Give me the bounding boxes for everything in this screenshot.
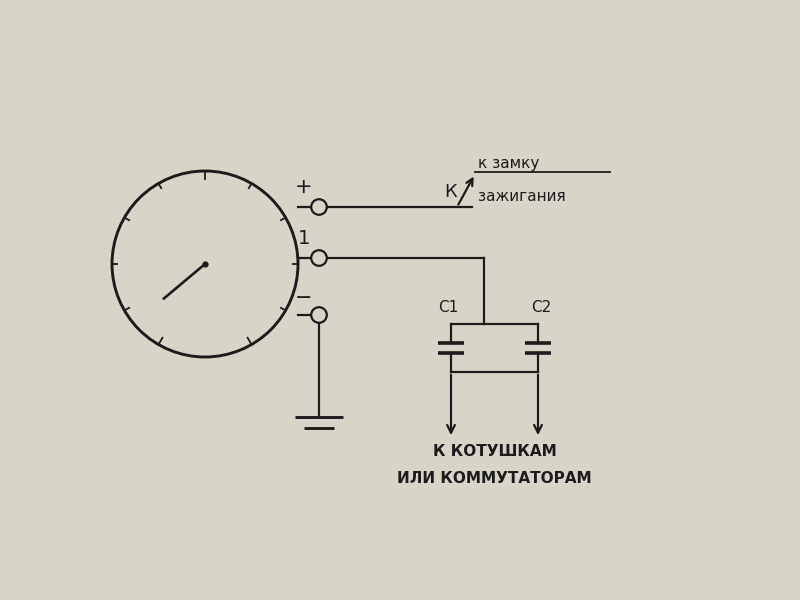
Text: +: + bbox=[295, 178, 313, 197]
Text: зажигания: зажигания bbox=[478, 189, 566, 204]
Circle shape bbox=[311, 250, 327, 266]
Text: С1: С1 bbox=[438, 300, 458, 315]
Text: ИЛИ КОММУТАТОРАМ: ИЛИ КОММУТАТОРАМ bbox=[397, 471, 592, 486]
Text: С2: С2 bbox=[531, 300, 551, 315]
Circle shape bbox=[311, 307, 327, 323]
Text: −: − bbox=[295, 288, 313, 308]
Text: К КОТУШКАМ: К КОТУШКАМ bbox=[433, 444, 556, 459]
Text: к замку: к замку bbox=[478, 156, 539, 171]
Text: К: К bbox=[445, 183, 458, 201]
Text: 1: 1 bbox=[298, 229, 310, 248]
Circle shape bbox=[311, 199, 327, 215]
